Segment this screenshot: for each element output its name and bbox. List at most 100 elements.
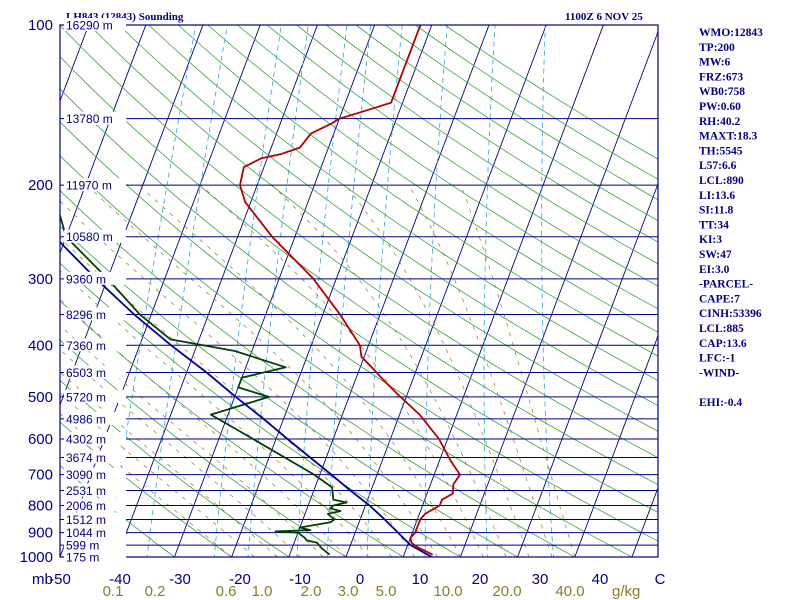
index-value: EHI:-0.4 — [699, 397, 742, 409]
pressure-tick-label: 600 — [28, 431, 53, 448]
height-label: 4986 m — [66, 412, 106, 426]
height-label: 13780 m — [66, 112, 113, 126]
height-label-bg — [64, 498, 126, 512]
temperature-axis-labels: -50 -40 -30 -20 -10 0 10 20 30 40 C — [49, 571, 665, 588]
mixing-ratio-tick-label: 10.0 — [433, 583, 462, 600]
temperature-tick-label: -40 — [109, 571, 131, 588]
mixing-ratio-tick-label: 1.0 — [252, 583, 273, 600]
mixing-ratio-tick-label: 0.1 — [103, 583, 124, 600]
height-label: 8296 m — [66, 308, 106, 322]
mixing-ratio-tick-label: 0.6 — [216, 583, 237, 600]
height-label: 1044 m — [66, 526, 106, 540]
index-value: RH:40.2 — [699, 116, 740, 128]
isotherm-line — [0, 25, 31, 557]
mixing-ratio-unit-label: g/kg — [612, 583, 640, 600]
index-value: LCL:885 — [699, 323, 744, 335]
height-label: 6503 m — [66, 366, 106, 380]
isotherm-line — [402, 25, 604, 557]
moist-adiabat — [60, 269, 370, 557]
height-label: 2006 m — [66, 499, 106, 513]
temperature-tick-label: 40 — [592, 571, 609, 588]
index-value: -PARCEL- — [699, 279, 753, 291]
height-label-bg — [64, 178, 126, 192]
temperature-tick-label: 10 — [412, 571, 429, 588]
index-value: LFC:-1 — [699, 353, 736, 365]
index-value: TT:34 — [699, 219, 729, 231]
temperature-profile — [239, 25, 461, 556]
pressure-tick-label: 400 — [28, 337, 53, 354]
index-value: PW:0.60 — [699, 101, 741, 113]
temperature-tick-label: -10 — [289, 571, 311, 588]
height-label: 7360 m — [66, 339, 106, 353]
temperature-tick-label: 0 — [356, 571, 364, 588]
height-label: 3674 m — [66, 451, 106, 465]
height-label: 5720 m — [66, 390, 106, 404]
height-label: 2531 m — [66, 484, 106, 498]
isotherm-line — [459, 30, 658, 557]
isotherm-line — [517, 182, 658, 557]
height-label-bg — [64, 338, 126, 352]
moist-adiabat — [60, 413, 232, 557]
height-label-bg — [64, 512, 126, 526]
height-label: 3090 m — [66, 468, 106, 482]
height-label: 4302 m — [66, 432, 106, 446]
height-label-bg — [64, 483, 126, 497]
pressure-tick-label: 800 — [28, 497, 53, 514]
pressure-tick-label: 500 — [28, 389, 53, 406]
dry-adiabat — [60, 300, 404, 557]
isotherm-line — [173, 25, 376, 557]
height-label: 599 m — [66, 539, 99, 553]
height-label: 9360 m — [66, 272, 106, 286]
index-value: FRZ:673 — [699, 71, 743, 83]
pressure-tick-label: 200 — [28, 177, 53, 194]
isotherm-line — [116, 25, 318, 557]
moist-adiabat — [60, 392, 255, 557]
pressure-tick-label: 900 — [28, 525, 53, 542]
index-value: EI:3.0 — [699, 264, 730, 276]
height-label: 16290 m — [66, 19, 113, 33]
mixing-ratio-tick-label: 2.0 — [301, 583, 322, 600]
height-label-bg — [64, 229, 126, 243]
mixing-ratio-tick-label: 5.0 — [376, 583, 397, 600]
plot-background — [60, 25, 658, 557]
pressure-tick-label: 1000 — [20, 549, 53, 566]
plot-border — [59, 24, 659, 558]
mixing-ratio-line — [483, 25, 496, 557]
profile-lines — [60, 25, 461, 557]
height-label-bg — [64, 111, 126, 125]
index-value: TH:5545 — [699, 145, 743, 157]
isotherm-line — [60, 25, 204, 407]
pressure-tick-label: 300 — [28, 271, 53, 288]
height-label-bg — [64, 538, 126, 552]
height-label-bg — [64, 411, 126, 425]
index-value: LI:13.6 — [699, 190, 735, 202]
height-label-bg — [64, 525, 126, 539]
height-label: 175 m — [66, 551, 99, 565]
temperature-tick-label: 20 — [472, 571, 489, 588]
isotherm-line — [574, 334, 658, 557]
height-label-bg — [64, 389, 126, 403]
height-label-bg — [64, 307, 126, 321]
height-label-bg — [64, 450, 126, 464]
index-value: TP:200 — [699, 42, 735, 54]
height-label: 1512 m — [66, 513, 106, 527]
moist-adiabat — [60, 237, 393, 557]
dewpoint-profile — [60, 212, 348, 556]
mixing-ratio-line — [424, 25, 448, 557]
temperature-tick-label: 30 — [532, 571, 549, 588]
index-value: WMO:12843 — [699, 27, 763, 39]
height-label-bg — [64, 550, 126, 563]
dry-adiabat — [60, 464, 176, 557]
mixing-ratio-line — [213, 25, 282, 557]
dry-adiabat — [60, 421, 233, 557]
index-value: MAXT:18.3 — [699, 131, 757, 143]
pressure-tick-label: 100 — [28, 17, 53, 34]
index-value: -WIND- — [699, 367, 739, 379]
mixing-ratio-line — [541, 25, 554, 557]
parcel-profile — [60, 240, 433, 557]
temperature-tick-label: C — [655, 571, 666, 588]
height-label: 10580 m — [66, 230, 113, 244]
mixing-ratio-tick-label: 3.0 — [338, 583, 359, 600]
index-value: SW:47 — [699, 249, 732, 261]
mixing-ratio-line — [326, 25, 372, 557]
